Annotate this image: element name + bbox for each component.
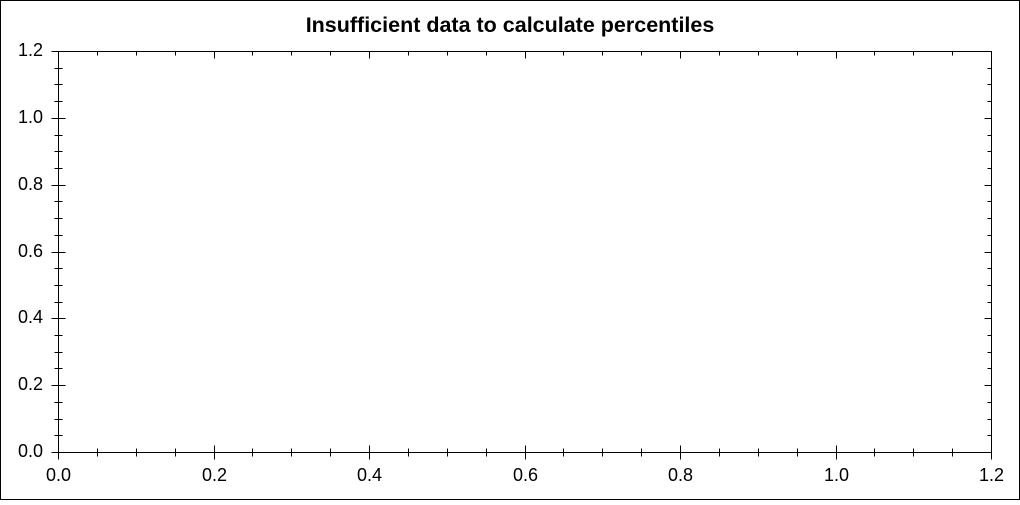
svg-text:1.0: 1.0 bbox=[18, 107, 43, 127]
svg-text:0.0: 0.0 bbox=[46, 465, 71, 485]
svg-text:1.2: 1.2 bbox=[979, 465, 1004, 485]
svg-text:0.2: 0.2 bbox=[202, 465, 227, 485]
svg-text:1.0: 1.0 bbox=[824, 465, 849, 485]
svg-text:Insufficient data to calculate: Insufficient data to calculate percentil… bbox=[306, 13, 715, 37]
svg-text:0.4: 0.4 bbox=[357, 465, 382, 485]
svg-text:0.6: 0.6 bbox=[513, 465, 538, 485]
svg-text:1.2: 1.2 bbox=[18, 40, 43, 60]
svg-text:0.6: 0.6 bbox=[18, 241, 43, 261]
svg-text:0.2: 0.2 bbox=[18, 374, 43, 394]
svg-text:0.4: 0.4 bbox=[18, 307, 43, 327]
svg-text:0.8: 0.8 bbox=[18, 174, 43, 194]
svg-text:0.8: 0.8 bbox=[668, 465, 693, 485]
svg-text:0.0: 0.0 bbox=[18, 441, 43, 461]
